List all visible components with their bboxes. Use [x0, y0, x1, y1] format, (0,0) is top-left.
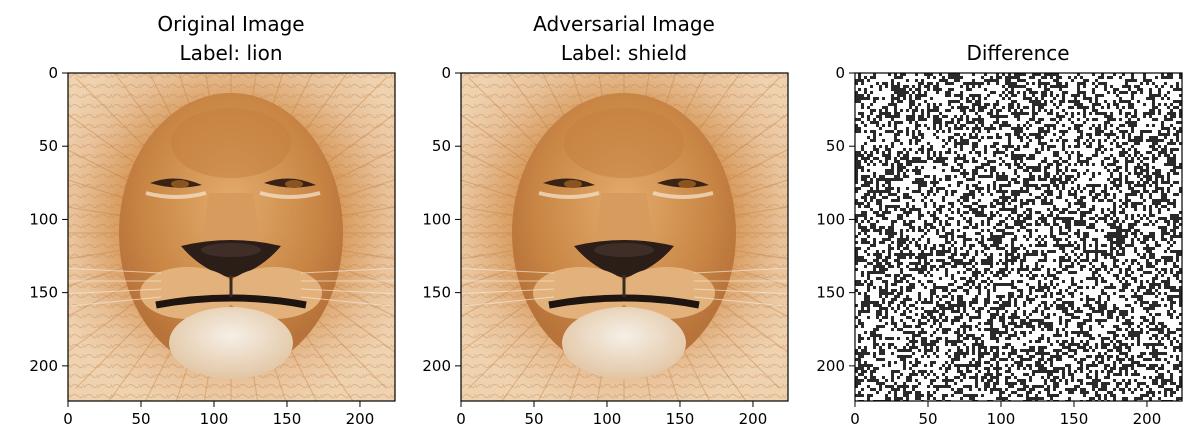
- axes-frame: [460, 72, 789, 402]
- y-tick-label: 0: [441, 64, 451, 82]
- axes-frame: [854, 72, 1183, 402]
- panel-title-line1: Adversarial Image: [533, 12, 715, 36]
- y-tick-label: 150: [29, 284, 58, 302]
- lion-image: [68, 73, 395, 401]
- panel-original: Original Image Label: lion 0 50 100 150 200 …: [29, 12, 396, 428]
- x-tick-label: 0: [63, 410, 73, 428]
- x-tick-label: 0: [850, 410, 860, 428]
- x-tick-label: 50: [524, 410, 543, 428]
- x-tick-label: 0: [456, 410, 466, 428]
- y-tick-label: 50: [826, 137, 845, 155]
- y-axis: 0 50 100 150 200: [816, 64, 855, 375]
- x-tick-label: 200: [346, 410, 375, 428]
- noise-image: [855, 73, 1182, 401]
- x-tick-label: 100: [987, 410, 1016, 428]
- y-tick-label: 100: [29, 210, 58, 228]
- x-axis: 0 50 100 150 200: [456, 401, 767, 428]
- y-tick-label: 200: [422, 357, 451, 375]
- y-tick-label: 100: [422, 210, 451, 228]
- y-tick-label: 50: [432, 137, 451, 155]
- x-tick-label: 50: [131, 410, 150, 428]
- x-tick-label: 150: [666, 410, 695, 428]
- x-axis: 0 50 100 150 200: [850, 401, 1161, 428]
- x-tick-label: 150: [273, 410, 302, 428]
- x-tick-label: 50: [918, 410, 937, 428]
- y-axis: 0 50 100 150 200: [29, 64, 68, 375]
- y-tick-label: 0: [48, 64, 58, 82]
- x-tick-label: 100: [593, 410, 622, 428]
- x-tick-label: 200: [1133, 410, 1162, 428]
- panel-difference: Difference 0 50 100 150 200 0 50 100 150 200: [816, 41, 1183, 428]
- x-tick-label: 100: [200, 410, 229, 428]
- axes-frame: [67, 72, 396, 402]
- y-axis: 0 50 100 150 200: [422, 64, 461, 375]
- y-tick-label: 200: [29, 357, 58, 375]
- y-tick-label: 0: [835, 64, 845, 82]
- x-tick-label: 150: [1060, 410, 1089, 428]
- x-tick-label: 200: [739, 410, 768, 428]
- panel-title: Difference: [966, 41, 1069, 65]
- x-axis: 0 50 100 150 200: [63, 401, 374, 428]
- y-tick-label: 150: [816, 284, 845, 302]
- y-tick-label: 50: [39, 137, 58, 155]
- panel-title-line1: Original Image: [157, 12, 304, 36]
- y-tick-label: 100: [816, 210, 845, 228]
- y-tick-label: 200: [816, 357, 845, 375]
- lion-image: [461, 73, 788, 401]
- panel-title-line2: Label: lion: [179, 41, 282, 65]
- panel-title-line2: Label: shield: [561, 41, 687, 65]
- y-tick-label: 150: [422, 284, 451, 302]
- panel-adversarial: Adversarial Image Label: shield 0 50 100 15…: [422, 12, 789, 428]
